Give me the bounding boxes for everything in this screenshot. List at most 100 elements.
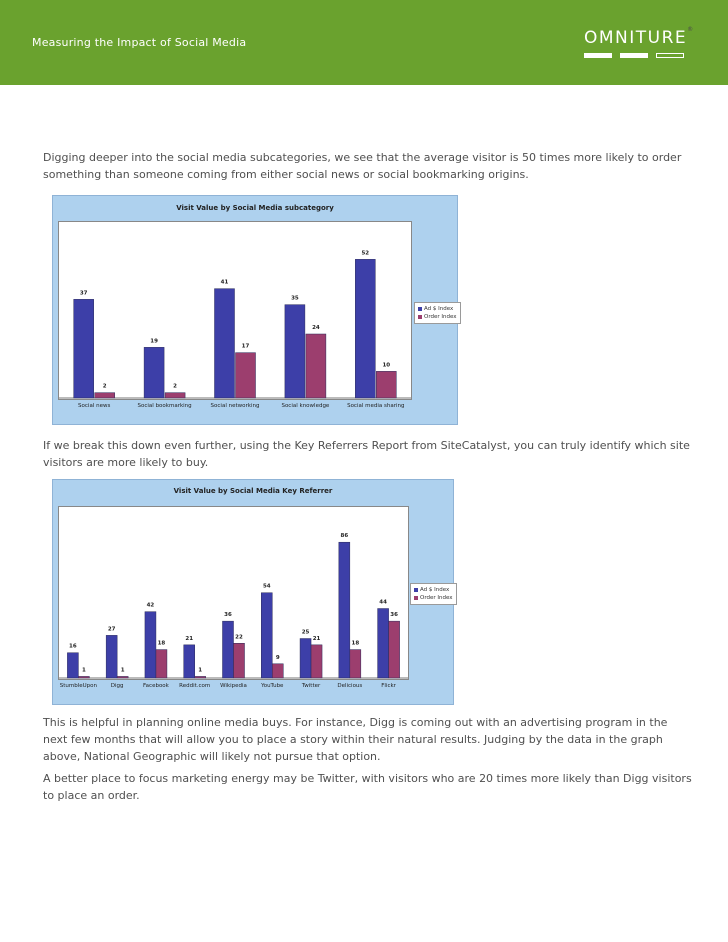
bar-ad-index: [222, 620, 234, 679]
data-label: 35: [291, 296, 299, 302]
data-label: 2: [173, 384, 177, 390]
chart-key-referrer: Visit Value by Social Media Key Referrer…: [52, 479, 457, 705]
x-tick-label: Social news: [78, 403, 110, 409]
chart-subcategory: Visit Value by Social Media subcategory …: [52, 195, 461, 425]
logo-bar-1: [584, 53, 612, 58]
logo-wordmark: OMNITURE: [584, 28, 688, 48]
bar-order-index: [376, 371, 397, 399]
document-title: Measuring the Impact of Social Media: [32, 36, 247, 49]
data-label: 22: [235, 634, 243, 640]
data-label: 9: [276, 655, 280, 661]
bar-order-index: [349, 649, 362, 679]
x-tick-label: Reddit.com: [179, 683, 210, 689]
chart-title: Visit Value by Social Media Key Referrer: [173, 487, 333, 495]
chart-title: Visit Value by Social Media subcategory: [176, 204, 334, 212]
chart-svg: 37 2 Social news 19 2 Social bookmarking 41 17 S…: [59, 250, 411, 409]
omniture-logo: OMNITURE®: [584, 26, 694, 62]
data-label: 37: [80, 290, 88, 296]
x-tick-label: Social bookmarking: [138, 403, 192, 409]
paragraph-key-referrers: If we break this down even further, usin…: [43, 439, 690, 469]
data-label: 36: [224, 612, 232, 618]
bar-order-index: [194, 676, 206, 679]
legend-swatch: [418, 315, 422, 319]
x-tick-label: Social networking: [211, 403, 260, 409]
bar-order-index: [116, 676, 129, 679]
legend-item: Ad $ Index: [418, 305, 457, 313]
bar-ad-index: [214, 288, 235, 399]
bar-ad-index: [261, 592, 273, 679]
bar-ad-index: [105, 635, 118, 679]
chart-svg: 16 1 StumbleUpon 27 1 Digg 42 18 Facebook 21 1 Redd…: [59, 533, 408, 689]
data-label: 1: [198, 667, 202, 673]
bar-ad-index: [355, 259, 376, 399]
data-label: 16: [69, 644, 77, 650]
bar-ad-index: [67, 652, 79, 679]
bar-order-index: [233, 643, 245, 679]
bar-order-index: [272, 663, 284, 679]
data-label: 18: [158, 641, 166, 647]
bar-ad-index: [73, 299, 94, 399]
data-label: 52: [361, 250, 369, 256]
logo-bar-2: [620, 53, 648, 58]
x-tick-label: Wikipedia: [220, 683, 247, 689]
bar-order-index: [155, 649, 168, 679]
data-label: 21: [313, 636, 321, 642]
bar-order-index: [94, 392, 115, 399]
data-label: 54: [263, 584, 271, 590]
legend-swatch: [414, 588, 418, 592]
bar-order-index: [305, 333, 327, 399]
x-tick-label: Twitter: [301, 683, 321, 689]
bar-order-index: [164, 392, 186, 399]
bar-ad-index: [143, 347, 165, 399]
x-tick-label: Social knowledge: [281, 403, 329, 409]
chart-legend: Ad $ Index Order Index: [410, 583, 457, 605]
bar-ad-index: [183, 644, 195, 679]
data-label: 18: [352, 641, 360, 647]
legend-label: Order Index: [424, 314, 457, 320]
data-label: 44: [379, 600, 387, 606]
data-label: 24: [312, 325, 320, 331]
bar-ad-index: [144, 611, 157, 679]
x-tick-label: StumbleUpon: [60, 683, 98, 689]
paragraph-twitter: A better place to focus marketing energy…: [43, 772, 692, 802]
data-label: 25: [302, 630, 310, 636]
data-label: 1: [121, 667, 125, 673]
bar-order-index: [235, 352, 256, 399]
data-label: 36: [390, 612, 398, 618]
x-tick-label: YouTube: [260, 683, 284, 689]
bar-order-index: [388, 620, 400, 679]
data-label: 41: [221, 280, 229, 286]
bar-ad-index: [284, 304, 306, 399]
logo-bars: [584, 53, 688, 59]
data-label: 17: [242, 344, 250, 350]
x-tick-label: Flickr: [381, 683, 396, 689]
legend-item: Order Index: [418, 313, 457, 321]
page-header: Measuring the Impact of Social Media OMN…: [0, 0, 728, 85]
legend-label: Order Index: [420, 595, 453, 601]
data-label: 2: [103, 384, 107, 390]
legend-swatch: [418, 307, 422, 311]
legend-item: Ad $ Index: [414, 586, 453, 594]
legend-swatch: [414, 596, 418, 600]
legend-item: Order Index: [414, 594, 453, 602]
legend-label: Ad $ Index: [424, 306, 454, 312]
bar-order-index: [78, 676, 90, 679]
data-label: 10: [382, 362, 390, 368]
paragraph-subcategories: Digging deeper into the social media sub…: [43, 151, 682, 181]
data-label: 42: [147, 603, 155, 609]
chart-legend: Ad $ Index Order Index: [414, 302, 461, 324]
bar-ad-index: [299, 638, 312, 679]
x-tick-label: Digg: [111, 683, 124, 689]
bar-order-index: [310, 644, 323, 679]
legend-label: Ad $ Index: [420, 587, 450, 593]
data-label: 27: [108, 626, 116, 632]
plot-area: [58, 221, 412, 400]
data-label: 19: [150, 338, 158, 344]
bar-ad-index: [377, 608, 389, 679]
x-tick-label: Delicious: [337, 683, 362, 689]
data-label: 86: [341, 533, 349, 539]
registered-mark: ®: [687, 26, 694, 33]
x-tick-label: Social media sharing: [347, 403, 404, 409]
x-tick-label: Facebook: [143, 683, 170, 689]
logo-bar-3: [656, 53, 684, 58]
